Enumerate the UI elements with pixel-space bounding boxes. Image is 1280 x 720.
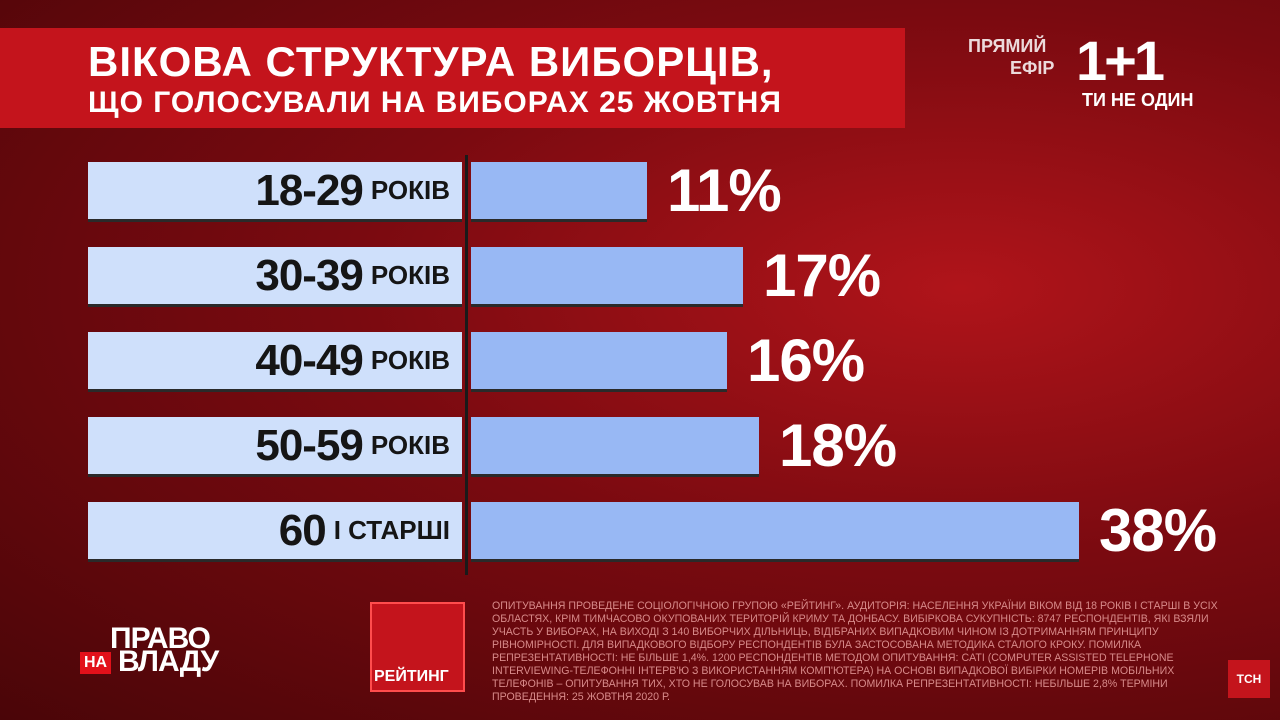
category-label: 40-49 РОКІВ	[88, 332, 462, 392]
bar	[471, 162, 647, 222]
show-logo-na: НА	[80, 652, 112, 674]
channel-slogan: ТИ НЕ ОДИН	[1082, 90, 1194, 110]
tsn-logo: ТСН	[1228, 660, 1270, 698]
category-range: 60	[278, 505, 327, 555]
category-label: 60 І СТАРШІ	[88, 502, 462, 562]
category-range: 18-29	[255, 165, 364, 215]
category-unit: РОКІВ	[370, 260, 450, 290]
value-label: 17%	[763, 242, 881, 309]
category-unit: РОКІВ	[370, 175, 450, 205]
show-logo-bottom: ВЛАДУ	[118, 645, 219, 678]
chart-title: ВІКОВА СТРУКТУРА ВИБОРЦІВ,	[88, 38, 774, 85]
show-logo-top: ПРАВО	[110, 622, 211, 655]
methodology-note: Опитування проведене соціологічною групо…	[492, 600, 1218, 703]
value-label: 18%	[779, 412, 897, 479]
category-unit: РОКІВ	[370, 430, 450, 460]
chart-subtitle: ЩО ГОЛОСУВАЛИ НА ВИБОРАХ 25 ЖОВТНЯ	[88, 86, 782, 119]
category-unit: РОКІВ	[370, 345, 450, 375]
rating-logo	[370, 602, 465, 692]
category-range: 30-39	[255, 250, 364, 300]
bar	[471, 502, 1079, 562]
category-unit: І СТАРШІ	[333, 515, 450, 545]
value-label: 16%	[747, 327, 865, 394]
category-label: 30-39 РОКІВ	[88, 247, 462, 307]
category-label: 18-29 РОКІВ	[88, 162, 462, 222]
category-range: 50-59	[255, 420, 364, 470]
category-label: 50-59 РОКІВ	[88, 417, 462, 477]
rating-label: РЕЙТИНГ	[374, 668, 449, 685]
live-label: ПРЯМИЙ	[968, 36, 1047, 56]
live-label-2: ЕФІР	[1010, 58, 1055, 78]
value-label: 11%	[667, 157, 782, 224]
bar	[471, 247, 743, 307]
bar	[471, 332, 727, 392]
chart-divider	[465, 155, 468, 575]
bar	[471, 417, 759, 477]
channel-logo: 1+1	[1076, 29, 1165, 92]
category-range: 40-49	[255, 335, 364, 385]
title-band	[0, 28, 905, 128]
value-label: 38%	[1099, 497, 1217, 564]
